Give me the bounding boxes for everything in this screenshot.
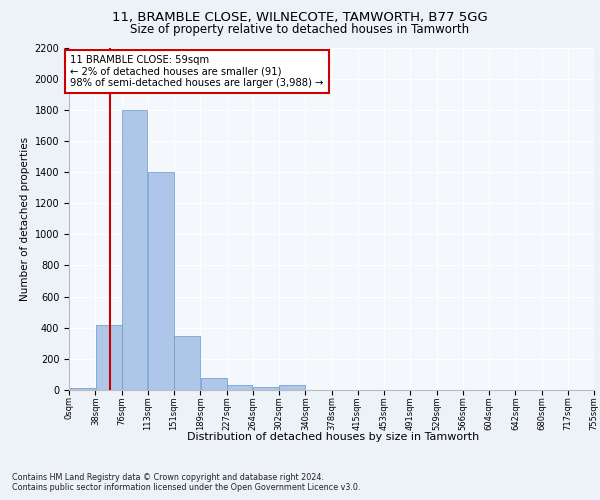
Bar — [95, 324, 122, 390]
Text: Contains public sector information licensed under the Open Government Licence v3: Contains public sector information licen… — [12, 484, 361, 492]
Bar — [279, 386, 305, 390]
Text: 11, BRAMBLE CLOSE, WILNECOTE, TAMWORTH, B77 5GG: 11, BRAMBLE CLOSE, WILNECOTE, TAMWORTH, … — [112, 11, 488, 24]
Text: Size of property relative to detached houses in Tamworth: Size of property relative to detached ho… — [130, 22, 470, 36]
Bar — [253, 387, 279, 390]
Bar — [200, 378, 227, 390]
Text: Distribution of detached houses by size in Tamworth: Distribution of detached houses by size … — [187, 432, 479, 442]
Bar — [69, 388, 95, 390]
Text: 11 BRAMBLE CLOSE: 59sqm
← 2% of detached houses are smaller (91)
98% of semi-det: 11 BRAMBLE CLOSE: 59sqm ← 2% of detached… — [70, 56, 324, 88]
Bar — [148, 172, 174, 390]
Y-axis label: Number of detached properties: Number of detached properties — [20, 136, 31, 301]
Bar — [227, 386, 253, 390]
Bar — [122, 110, 148, 390]
Text: Contains HM Land Registry data © Crown copyright and database right 2024.: Contains HM Land Registry data © Crown c… — [12, 472, 324, 482]
Bar — [174, 336, 200, 390]
